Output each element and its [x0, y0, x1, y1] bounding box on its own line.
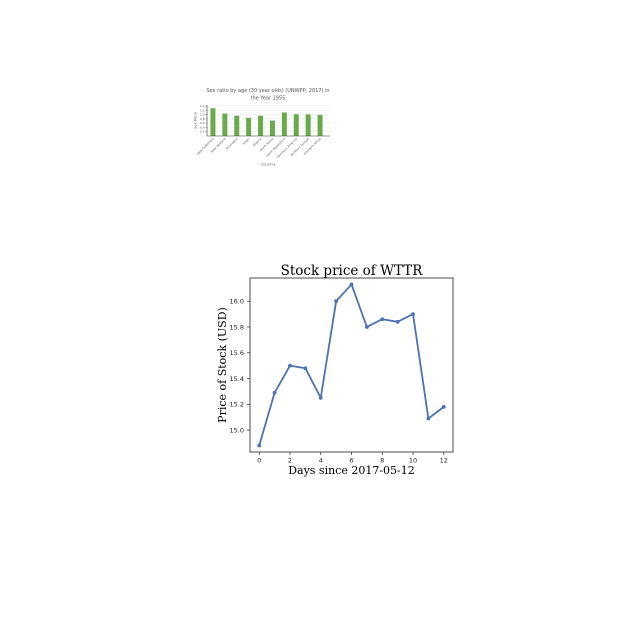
bar: [317, 114, 323, 136]
bar: [234, 115, 240, 136]
line-chart-x-tick-label: 2: [288, 457, 292, 465]
line-chart-series: [257, 282, 446, 448]
bar: [210, 108, 216, 136]
line-chart-y-tick-label: 16.0: [230, 298, 244, 306]
line-chart-x-tick-label: 12: [440, 457, 448, 465]
line-chart-y-tick-label: 15.2: [230, 401, 244, 409]
bar: [293, 114, 299, 136]
stock-price-point: [395, 319, 400, 324]
bar-chart-y-tick-label: 1.4: [200, 104, 205, 108]
line-chart-frame: [249, 277, 454, 453]
bar-chart-x-axis-label: Country: [260, 162, 276, 167]
stock-price-point: [288, 363, 292, 368]
bar-chart-title-line-1: Sex ratio by age (30 year olds) (UNWPP, …: [206, 88, 329, 94]
bar-chart-bars: [210, 108, 323, 136]
bar-chart-y-tick-label: 0.2: [200, 130, 205, 134]
bar-chart-y-tick-label: 0.6: [200, 121, 205, 125]
bar-chart-grid: [207, 105, 330, 132]
bar: [305, 114, 311, 136]
line-chart-x-tick-label: 10: [409, 457, 417, 465]
stock-price-point: [364, 325, 369, 329]
stock-price-point: [318, 395, 323, 400]
bar-chart-x-tick-label: Nicaragua: [225, 137, 239, 151]
bar-chart-y-tick-label: 1.2: [200, 108, 205, 112]
bar-chart-y-axis-label: Sex Ratio: [194, 112, 198, 129]
bar-chart-y-tick-label: 1.0: [200, 113, 205, 117]
stock-price-point: [257, 443, 262, 448]
line-chart-x-tick-label: 0: [257, 457, 261, 465]
line-chart: Stock price of WTTR Price of Stock (USD)…: [216, 263, 454, 477]
stock-price-line: [258, 283, 445, 446]
bar-chart: Sex ratio by age (30 year olds) (UNWPP, …: [194, 88, 330, 167]
stock-price-point: [272, 390, 277, 395]
stock-price-point: [380, 317, 385, 322]
line-chart-y-tick-label: 15.8: [230, 323, 244, 331]
stock-price-point: [334, 299, 339, 304]
line-chart-x-tick-label: 4: [319, 457, 323, 465]
bar: [269, 120, 275, 136]
line-chart-y-tick-label: 15.6: [230, 349, 244, 357]
bar-chart-y-tick-label: 0.8: [200, 117, 205, 121]
bar-chart-x-tick-label: Niger: [242, 136, 251, 145]
bar-chart-y-tick-label: 0.4: [200, 125, 205, 129]
bar: [258, 115, 264, 136]
bar: [246, 117, 252, 136]
line-chart-y-ticks: 15.0 15.2 15.4 15.6 15.8 16.0: [230, 298, 250, 434]
bar-chart-y-ticks: 0.20.40.60.81.01.21.4: [200, 104, 207, 134]
line-chart-title: Stock price of WTTR: [281, 263, 424, 279]
stock-price-point: [411, 312, 415, 316]
stock-price-point: [349, 282, 354, 287]
line-chart-x-tick-label: 6: [349, 457, 353, 465]
line-chart-x-ticks: 0 2 4 6 8 10 12: [257, 452, 448, 465]
stock-price-point: [303, 366, 308, 371]
bar: [222, 113, 228, 136]
stock-price-point: [426, 416, 431, 421]
bar: [281, 112, 287, 136]
line-chart-y-tick-label: 15.0: [230, 426, 244, 434]
line-chart-x-axis-label: Days since 2017-05-12: [288, 464, 415, 477]
bar-chart-x-tick-label: Nigeria: [252, 137, 263, 148]
bar-chart-title-line-2: the Year 1955: [251, 96, 286, 102]
line-chart-y-axis-label: Price of Stock (USD): [216, 307, 229, 423]
line-chart-y-tick-label: 15.4: [230, 375, 244, 383]
line-chart-x-tick-label: 8: [380, 457, 384, 465]
stock-price-point: [441, 404, 446, 409]
